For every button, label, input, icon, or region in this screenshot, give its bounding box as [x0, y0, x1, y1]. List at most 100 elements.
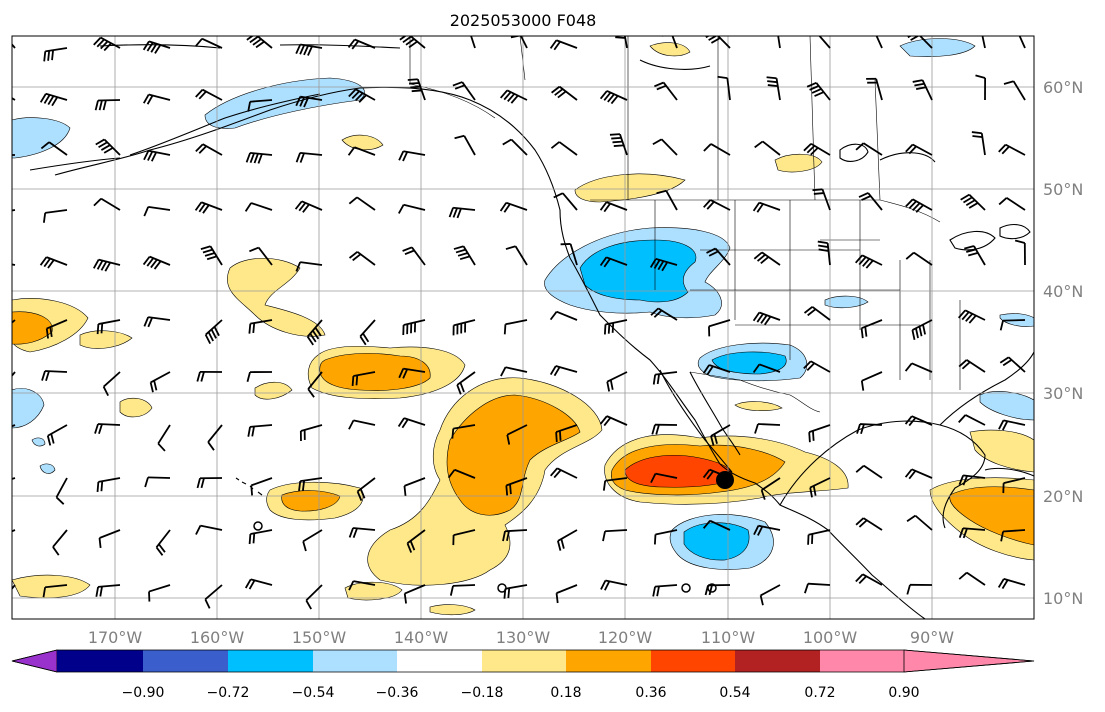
positive-anomaly-region — [774, 153, 823, 173]
wind-barb — [447, 468, 476, 479]
wind-barb — [650, 472, 678, 484]
wind-barb — [602, 477, 628, 491]
wind-barb — [803, 360, 831, 373]
negative-anomaly-region — [12, 388, 45, 429]
wind-barb — [654, 81, 678, 101]
map-frame — [11, 35, 1035, 620]
wind-barb — [958, 474, 986, 486]
wind-barb — [652, 138, 678, 156]
lat-label: 60°N — [1043, 78, 1083, 97]
positive-anomaly-region — [649, 42, 691, 57]
wind-barb — [999, 356, 1026, 373]
wind-barb — [649, 257, 678, 272]
wind-barb — [347, 38, 376, 50]
wind-barb — [347, 146, 376, 156]
wind-barb — [403, 477, 426, 496]
lat-label: 50°N — [1043, 180, 1083, 199]
wind-barb — [500, 366, 528, 377]
wind-barb — [399, 36, 426, 49]
wind-barb — [499, 201, 528, 213]
negative-anomaly-region — [979, 391, 1034, 421]
positive-anomaly-region — [119, 397, 153, 418]
wind-barb — [656, 189, 678, 211]
canada-province-borders — [519, 36, 881, 201]
lon-label: 90°W — [910, 628, 954, 647]
wind-barb — [157, 424, 171, 452]
wind-barb — [752, 311, 781, 326]
wind-barb — [45, 319, 68, 339]
wind-barb — [502, 138, 528, 156]
wind-barb — [599, 415, 628, 427]
wind-barb — [998, 143, 1026, 156]
wind-barb — [142, 40, 171, 54]
wind-barb — [102, 371, 121, 397]
wind-barb — [860, 371, 883, 391]
wind-barb — [348, 88, 376, 103]
wind-barb — [703, 143, 731, 156]
wind-barb — [960, 193, 986, 211]
wind-barb — [606, 371, 628, 392]
wind-barb — [754, 140, 781, 156]
wind-barb — [207, 424, 223, 451]
wind-barb — [999, 319, 1026, 331]
wind-barb — [858, 192, 883, 211]
wind-barb — [348, 251, 376, 266]
wind-barb — [998, 197, 1026, 211]
wind-barb — [662, 36, 678, 49]
positive-anomaly-region — [227, 258, 326, 337]
wind-barb — [817, 240, 831, 266]
wind-barb — [549, 365, 578, 377]
colorbar-segment — [566, 650, 651, 672]
wind-barb — [997, 578, 1026, 590]
colorbar-segment — [482, 650, 566, 672]
east-coast — [939, 351, 1034, 426]
wind-barb — [650, 307, 678, 321]
wind-barb — [958, 359, 986, 373]
wind-barb — [302, 529, 323, 552]
wind-barb — [754, 423, 781, 434]
wind-barb — [710, 424, 731, 446]
wind-barb — [196, 370, 223, 382]
negative-anomaly-region — [31, 437, 46, 447]
wind-barb — [499, 89, 528, 104]
gulf-of-california — [689, 371, 741, 456]
wind-barb — [143, 316, 171, 328]
wind-barb — [855, 517, 883, 531]
colorbar-tick-label: −0.36 — [376, 685, 419, 701]
wind-barb — [998, 419, 1026, 431]
colorbar-tick-label: −0.54 — [292, 685, 335, 701]
wind-barb — [855, 142, 883, 156]
wind-barb — [904, 468, 933, 480]
wind-barb — [1000, 529, 1026, 542]
alaska-coast — [29, 93, 321, 171]
colorbar-outline — [11, 649, 1035, 673]
wind-barb — [143, 205, 171, 217]
colorbar-tick-label: 0.18 — [550, 685, 581, 701]
colorbar-segment — [651, 650, 735, 672]
wind-barb — [407, 78, 426, 101]
calm-wind-marker — [253, 521, 263, 531]
wind-barb — [855, 573, 883, 586]
wind-barb — [248, 529, 273, 545]
wind-barb — [906, 514, 933, 531]
longitude-labels: 170°W 160°W 150°W 140°W 130°W 120°W 110°… — [88, 628, 954, 647]
colorbar-tick-label: −0.18 — [461, 685, 504, 701]
lon-label: 100°W — [803, 628, 858, 647]
wind-barb — [246, 371, 273, 383]
wind-barb — [806, 81, 831, 101]
wind-barb — [244, 202, 273, 212]
great-lakes — [949, 223, 1031, 251]
wind-barb — [244, 578, 273, 590]
negative-anomaly-region — [579, 239, 697, 303]
colorbar-tick-label: −0.90 — [122, 685, 165, 701]
wind-barb — [555, 584, 578, 604]
wind-barb — [555, 424, 578, 443]
wind-barb — [93, 258, 121, 272]
wind-barb — [95, 138, 121, 156]
wind-barb — [599, 90, 628, 105]
positive-anomaly-region — [341, 134, 384, 150]
wind-barb — [453, 245, 476, 266]
wind-barb — [98, 529, 121, 549]
colorbar-segment — [735, 650, 820, 672]
